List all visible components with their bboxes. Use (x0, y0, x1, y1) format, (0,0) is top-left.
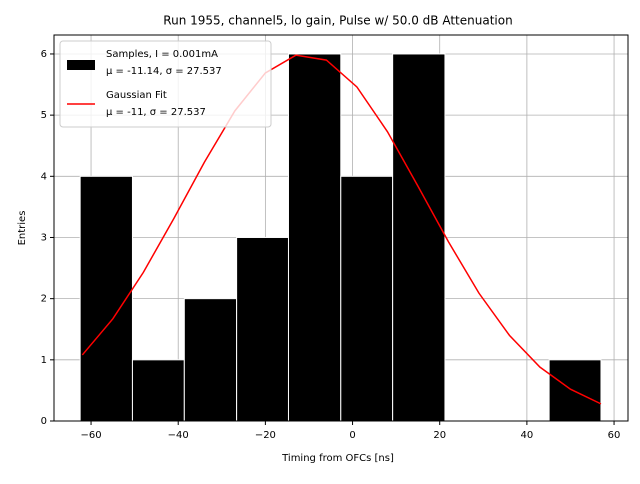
y-tick-label: 3 (41, 232, 47, 243)
bar (548, 359, 602, 422)
y-tick-label: 6 (41, 49, 47, 60)
x-tick-label: −60 (80, 430, 101, 441)
legend-label: μ = -11, σ = 27.537 (106, 107, 206, 118)
y-tick-label: 1 (41, 355, 47, 366)
y-tick-label: 4 (41, 171, 47, 182)
bar (287, 53, 342, 422)
legend-box (59, 40, 272, 128)
legend-label: Gaussian Fit (106, 90, 167, 101)
legend-label: Samples, I = 0.001mA (106, 49, 218, 60)
y-tick-label: 0 (41, 416, 47, 427)
legend-swatch (67, 60, 95, 70)
x-axis-label: Timing from OFCs [ns] (281, 453, 394, 464)
x-tick-label: 0 (349, 430, 355, 441)
y-tick-label: 2 (41, 294, 47, 305)
x-tick-label: −40 (168, 430, 189, 441)
x-tick-label: −20 (255, 430, 276, 441)
bar (183, 298, 238, 422)
x-tick-label: 40 (521, 430, 534, 441)
bar (79, 175, 133, 422)
bar (340, 175, 394, 422)
bar (131, 359, 185, 422)
chart-title: Run 1955, channel5, lo gain, Pulse w/ 50… (163, 14, 512, 28)
bar (392, 53, 446, 422)
legend-label: μ = -11.14, σ = 27.537 (106, 66, 222, 77)
y-tick-label: 5 (41, 110, 47, 121)
axes-frame (53, 34, 629, 422)
legend: Samples, I = 0.001mA μ = -11.14, σ = 27.5… (59, 40, 272, 128)
bar (236, 236, 289, 422)
y-axis-label: Entries (17, 211, 28, 246)
x-tick-label: 20 (433, 430, 446, 441)
x-tick-label: 60 (608, 430, 621, 441)
fit-line (81, 54, 602, 405)
